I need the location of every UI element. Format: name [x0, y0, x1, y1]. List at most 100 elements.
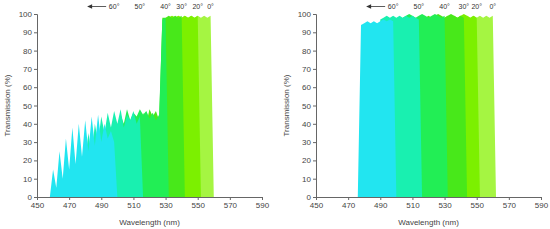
series-label: 50°	[135, 3, 146, 10]
y-tick-mark	[34, 124, 37, 125]
y-tick: 80	[23, 47, 37, 56]
x-tick-label: 450	[31, 201, 45, 210]
y-tick-mark	[313, 69, 316, 70]
x-tick-mark	[133, 197, 134, 200]
y-tick-label: 90	[23, 28, 32, 37]
x-tick-label: 570	[503, 201, 517, 210]
x-tick-mark	[509, 197, 510, 200]
y-tick: 60	[23, 83, 37, 92]
x-tick: 470	[63, 197, 77, 210]
y-tick-label: 20	[23, 156, 32, 165]
series-label: 50°	[414, 3, 425, 10]
series-labels: 60°50°40°30°20°0°	[366, 3, 496, 10]
y-tick-label: 60	[23, 83, 32, 92]
x-tick-mark	[198, 197, 199, 200]
y-tick-label: 30	[302, 138, 311, 147]
y-tick-mark	[34, 87, 37, 88]
y-tick: 70	[23, 65, 37, 74]
x-axis-title: Wavelength (nm)	[119, 218, 180, 227]
y-tick: 70	[302, 65, 316, 74]
y-tick: 20	[23, 156, 37, 165]
x-tick: 470	[342, 197, 356, 210]
x-tick-label: 490	[95, 201, 109, 210]
y-tick-mark	[313, 32, 316, 33]
y-tick: 100	[298, 10, 316, 19]
series-label: 20°	[192, 3, 203, 10]
x-tick-label: 550	[471, 201, 485, 210]
y-tick-mark	[313, 87, 316, 88]
shift-arrow-head	[366, 4, 371, 8]
y-tick: 90	[302, 28, 316, 37]
y-tick-label: 40	[302, 120, 311, 129]
y-tick-label: 80	[23, 47, 32, 56]
y-tick-mark	[34, 160, 37, 161]
x-tick-mark	[230, 197, 231, 200]
y-tick-mark	[34, 32, 37, 33]
y-tick-label: 70	[302, 65, 311, 74]
x-tick: 530	[438, 197, 452, 210]
y-axis-line	[34, 15, 38, 198]
x-tick-mark	[477, 197, 478, 200]
x-tick: 530	[159, 197, 173, 210]
y-tick-label: 0	[28, 193, 33, 202]
y-tick-mark	[34, 142, 37, 143]
y-tick: 30	[302, 138, 316, 147]
shift-arrow	[369, 6, 385, 7]
x-tick: 570	[503, 197, 517, 210]
series-area	[358, 19, 397, 197]
x-axis: 450470490510530550570590	[310, 197, 549, 210]
series-label: 60°	[388, 3, 399, 10]
series-label: 30°	[176, 3, 187, 10]
y-tick-label: 100	[298, 10, 312, 19]
x-axis-line	[38, 198, 263, 201]
series-label: 40°	[439, 3, 450, 10]
x-tick: 510	[406, 197, 420, 210]
x-tick-label: 590	[535, 201, 549, 210]
y-tick: 80	[302, 47, 316, 56]
series-label: 60°	[109, 3, 120, 10]
y-tick-mark	[34, 14, 37, 15]
x-tick-mark	[541, 197, 542, 200]
y-axis: 0 10 20 30 40 50 60 70 80 90 100	[19, 10, 38, 202]
y-tick: 10	[23, 175, 37, 184]
x-tick: 570	[224, 197, 238, 210]
x-tick-label: 470	[63, 201, 77, 210]
y-axis: 0 10 20 30 40 50 60 70 80 90 100	[298, 10, 317, 202]
x-tick-mark	[348, 197, 349, 200]
series-label: 40°	[160, 3, 171, 10]
series-label: 20°	[471, 3, 482, 10]
x-tick-mark	[380, 197, 381, 200]
y-tick: 50	[23, 102, 37, 111]
y-tick: 60	[302, 83, 316, 92]
y-tick: 0	[307, 193, 316, 202]
y-tick-mark	[34, 106, 37, 107]
y-tick-label: 70	[23, 65, 32, 74]
x-tick-label: 590	[256, 201, 270, 210]
y-tick: 0	[28, 193, 37, 202]
y-tick: 100	[19, 10, 37, 19]
y-tick-label: 60	[302, 83, 311, 92]
x-tick-mark	[101, 197, 102, 200]
y-tick-label: 50	[23, 102, 32, 111]
y-tick-mark	[313, 197, 316, 198]
x-tick: 450	[310, 197, 324, 210]
x-tick-label: 510	[127, 201, 141, 210]
y-tick-label: 30	[23, 138, 32, 147]
y-axis-title: Transmission (%)	[282, 74, 291, 136]
x-tick-mark	[262, 197, 263, 200]
y-tick-label: 0	[307, 193, 312, 202]
chart-panel: 4504704905105305505705900102030405060708…	[282, 3, 549, 227]
x-axis-line	[317, 198, 542, 201]
y-tick: 50	[302, 102, 316, 111]
x-tick-mark	[166, 197, 167, 200]
y-tick: 40	[23, 120, 37, 129]
y-tick-label: 20	[302, 156, 311, 165]
y-tick-mark	[313, 14, 316, 15]
y-tick: 10	[302, 175, 316, 184]
x-tick-label: 530	[438, 201, 452, 210]
x-tick: 510	[127, 197, 141, 210]
y-tick-mark	[34, 197, 37, 198]
x-tick-label: 510	[406, 201, 420, 210]
y-tick-label: 80	[302, 47, 311, 56]
y-tick-label: 90	[302, 28, 311, 37]
